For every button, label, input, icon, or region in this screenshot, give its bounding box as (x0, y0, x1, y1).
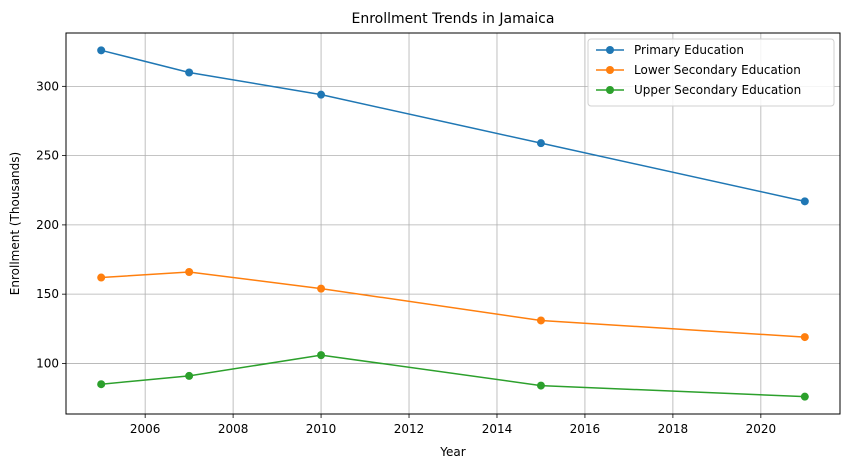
data-point (536, 139, 545, 148)
y-tick-label: 150 (36, 287, 59, 301)
data-point (317, 284, 326, 293)
x-tick-label: 2006 (130, 422, 161, 436)
y-tick-label: 300 (36, 79, 59, 93)
x-tick-label: 2010 (306, 422, 337, 436)
data-point (185, 68, 194, 77)
x-axis-label: Year (439, 445, 465, 459)
legend-label: Primary Education (634, 43, 744, 57)
data-point (800, 392, 809, 401)
data-point (97, 46, 106, 55)
series-1 (97, 46, 809, 206)
series-line (101, 354, 805, 398)
series-2 (97, 267, 809, 342)
x-tick-label: 2012 (394, 422, 425, 436)
x-tick-label: 2008 (218, 422, 249, 436)
data-point (185, 371, 194, 380)
y-tick-label: 200 (36, 218, 59, 232)
legend-item: Upper Secondary Education (596, 83, 801, 97)
legend-label: Lower Secondary Education (634, 63, 801, 77)
series-3 (97, 351, 809, 401)
data-point (536, 381, 545, 390)
axis-ticks: 2006 2008 2010 2012 2014 2016 2018 2020 100 150 20… (36, 79, 776, 436)
data-point (185, 267, 194, 276)
y-axis-label: Enrollment (Thousands) (8, 152, 22, 295)
legend: Primary Education Lower Secondary Educati… (587, 38, 835, 107)
legend-marker (606, 46, 614, 54)
data-point (317, 90, 326, 99)
chart-title: Enrollment Trends in Jamaica (352, 11, 555, 27)
y-tick-label: 250 (36, 149, 59, 163)
data-point (317, 351, 326, 360)
legend-marker (606, 66, 614, 74)
x-tick-label: 2016 (570, 422, 601, 436)
plot-frame (65, 32, 841, 415)
series-line (101, 271, 805, 338)
legend-item: Lower Secondary Education (596, 63, 801, 77)
legend-label: Upper Secondary Education (634, 83, 801, 97)
y-tick-label: 100 (36, 356, 59, 370)
data-point (97, 380, 106, 389)
x-tick-label: 2018 (658, 422, 689, 436)
legend-box (587, 38, 835, 107)
x-tick-label: 2020 (746, 422, 777, 436)
data-point (97, 273, 106, 282)
data-point (800, 197, 809, 206)
x-tick-label: 2014 (482, 422, 513, 436)
legend-item: Primary Education (596, 43, 744, 57)
series-layer (97, 46, 809, 401)
data-point (800, 333, 809, 342)
data-point (536, 316, 545, 325)
legend-marker (606, 86, 614, 94)
